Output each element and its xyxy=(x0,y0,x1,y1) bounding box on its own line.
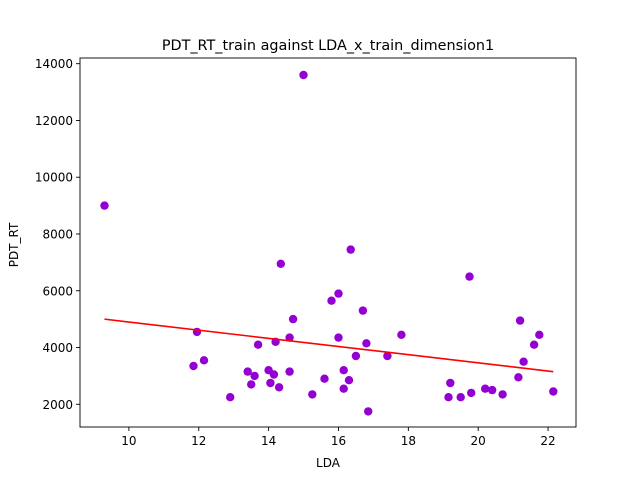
data-point xyxy=(362,339,371,348)
data-point xyxy=(519,357,528,366)
y-tick-label: 12000 xyxy=(35,114,73,128)
x-tick-label: 16 xyxy=(331,434,346,448)
y-tick-label: 6000 xyxy=(42,284,73,298)
data-point xyxy=(276,259,285,268)
data-point xyxy=(339,366,348,375)
data-point xyxy=(549,387,558,396)
data-point xyxy=(288,314,298,324)
y-tick-label: 2000 xyxy=(42,398,73,412)
data-point xyxy=(285,367,294,376)
data-point xyxy=(247,380,256,389)
data-point xyxy=(269,370,279,379)
x-axis-label: LDA xyxy=(316,456,341,470)
data-point xyxy=(498,390,507,399)
y-axis-label: PDT_RT xyxy=(7,222,21,267)
axes-frame xyxy=(79,57,577,428)
data-point xyxy=(199,356,209,365)
plot-area: 10 12 14 16 18 20 22 2000 4000 6000 8000 10000 12000… xyxy=(35,57,577,448)
data-point xyxy=(266,378,275,388)
data-point xyxy=(364,407,373,416)
data-point xyxy=(346,245,355,254)
regression-line xyxy=(104,318,554,373)
x-tick-label: 22 xyxy=(540,434,555,448)
y-tick-label: 4000 xyxy=(42,341,73,355)
data-point xyxy=(515,316,525,325)
data-point xyxy=(334,289,343,298)
data-point xyxy=(100,201,109,210)
data-point xyxy=(383,351,392,361)
data-point xyxy=(358,306,368,315)
x-tick-label: 10 xyxy=(121,434,136,448)
y-tick-label: 10000 xyxy=(35,171,73,185)
x-tick-label: 18 xyxy=(401,434,416,448)
data-point xyxy=(320,374,329,383)
data-point xyxy=(339,384,348,393)
data-point xyxy=(444,393,453,402)
data-point xyxy=(446,378,455,388)
chart-title: PDT_RT_train against LDA_x_train_dimensi… xyxy=(162,38,494,54)
data-point xyxy=(351,351,361,361)
data-point xyxy=(456,393,465,402)
data-point xyxy=(334,333,343,342)
data-point xyxy=(467,388,476,398)
data-point xyxy=(226,393,235,402)
data-point xyxy=(488,385,497,395)
data-point xyxy=(535,330,544,339)
data-point xyxy=(253,340,263,349)
data-point xyxy=(397,330,406,339)
data-point xyxy=(465,272,474,281)
data-point xyxy=(514,373,523,382)
data-point xyxy=(481,384,490,393)
y-tick-label: 14000 xyxy=(35,57,73,71)
data-point xyxy=(250,371,259,381)
data-point xyxy=(285,333,294,342)
data-point xyxy=(344,376,354,385)
y-tick-label: 8000 xyxy=(42,227,73,241)
x-tick-label: 14 xyxy=(261,434,276,448)
data-point xyxy=(299,70,308,80)
data-point xyxy=(327,296,336,305)
data-point xyxy=(189,361,198,371)
x-tick-label: 20 xyxy=(471,434,486,448)
x-tick-label: 12 xyxy=(191,434,206,448)
data-point xyxy=(308,390,317,399)
data-point xyxy=(529,340,539,349)
data-point xyxy=(274,383,284,392)
data-point xyxy=(243,367,252,376)
